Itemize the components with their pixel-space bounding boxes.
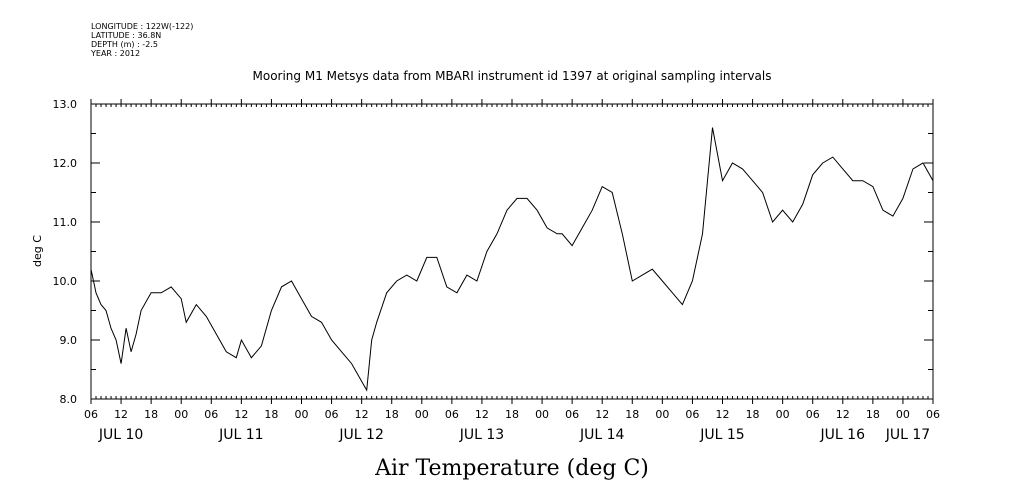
chart-title: Mooring M1 Metsys data from MBARI instru…: [253, 69, 772, 83]
y-tick-label: 8.0: [60, 393, 78, 406]
x-tick-label: 12: [234, 408, 248, 421]
x-day-label: JUL 13: [459, 427, 504, 443]
x-tick-label: 06: [445, 408, 459, 421]
x-tick-label: 06: [565, 408, 579, 421]
x-tick-label: 18: [385, 408, 399, 421]
x-tick-label: 00: [535, 408, 549, 421]
x-tick-label: 18: [625, 408, 639, 421]
year-label: YEAR : 2012: [91, 49, 141, 58]
x-tick-label: 12: [355, 408, 369, 421]
y-tick-label: 13.0: [53, 98, 78, 111]
x-tick-label: 18: [505, 408, 519, 421]
x-tick-label: 18: [144, 408, 158, 421]
x-tick-label: 06: [926, 408, 940, 421]
x-tick-label: 18: [264, 408, 278, 421]
plot-frame: [90, 103, 934, 400]
x-tick-label: 00: [896, 408, 910, 421]
x-tick-label: 00: [415, 408, 429, 421]
x-tick-label: 06: [204, 408, 218, 421]
x-tick-label: 00: [295, 408, 309, 421]
x-tick-label: 12: [836, 408, 850, 421]
x-tick-label: 06: [806, 408, 820, 421]
x-tick-label: 00: [655, 408, 669, 421]
x-tick-label: 00: [776, 408, 790, 421]
x-tick-label: 18: [866, 408, 880, 421]
x-day-label: JUL 14: [579, 427, 625, 443]
x-day-label: JUL 17: [885, 427, 930, 443]
x-day-label: JUL 15: [699, 427, 744, 443]
depth-label: DEPTH (m) : -2.5: [91, 40, 158, 49]
x-tick-label: 12: [475, 408, 489, 421]
y-tick-label: 9.0: [60, 334, 78, 347]
x-tick-label: 00: [174, 408, 188, 421]
y-tick-label: 10.0: [53, 275, 78, 288]
x-day-label: JUL 11: [218, 427, 263, 443]
longitude-label: LONGITUDE : 122W(-122): [91, 22, 194, 31]
x-tick-label: 18: [746, 408, 760, 421]
metadata-block: LONGITUDE : 122W(-122) LATITUDE : 36.8N …: [91, 22, 193, 58]
series-line: [90, 127, 934, 392]
y-tick-label: 11.0: [53, 216, 78, 229]
x-tick-label: 12: [716, 408, 730, 421]
x-tick-label: 06: [84, 408, 98, 421]
x-tick-label: 06: [685, 408, 699, 421]
x-day-label: JUL 10: [98, 427, 143, 443]
axis-tick-labels: 06 12 18 00 06 12 18 00 06 12 18 00 06 12 18 00 06 12 18 00…: [53, 98, 941, 443]
x-day-label: JUL 16: [820, 427, 866, 443]
x-day-label: JUL 12: [338, 427, 383, 443]
latitude-label: LATITUDE : 36.8N: [91, 31, 162, 40]
x-tick-label: 12: [114, 408, 128, 421]
x-tick-label: 06: [325, 408, 339, 421]
x-tick-label: 12: [595, 408, 609, 421]
axis-ticks: [90, 99, 934, 404]
y-axis-label: deg C: [31, 235, 44, 267]
y-tick-label: 12.0: [53, 157, 78, 170]
x-axis-label: Air Temperature (deg C): [374, 456, 649, 481]
series-layer: [90, 127, 934, 392]
